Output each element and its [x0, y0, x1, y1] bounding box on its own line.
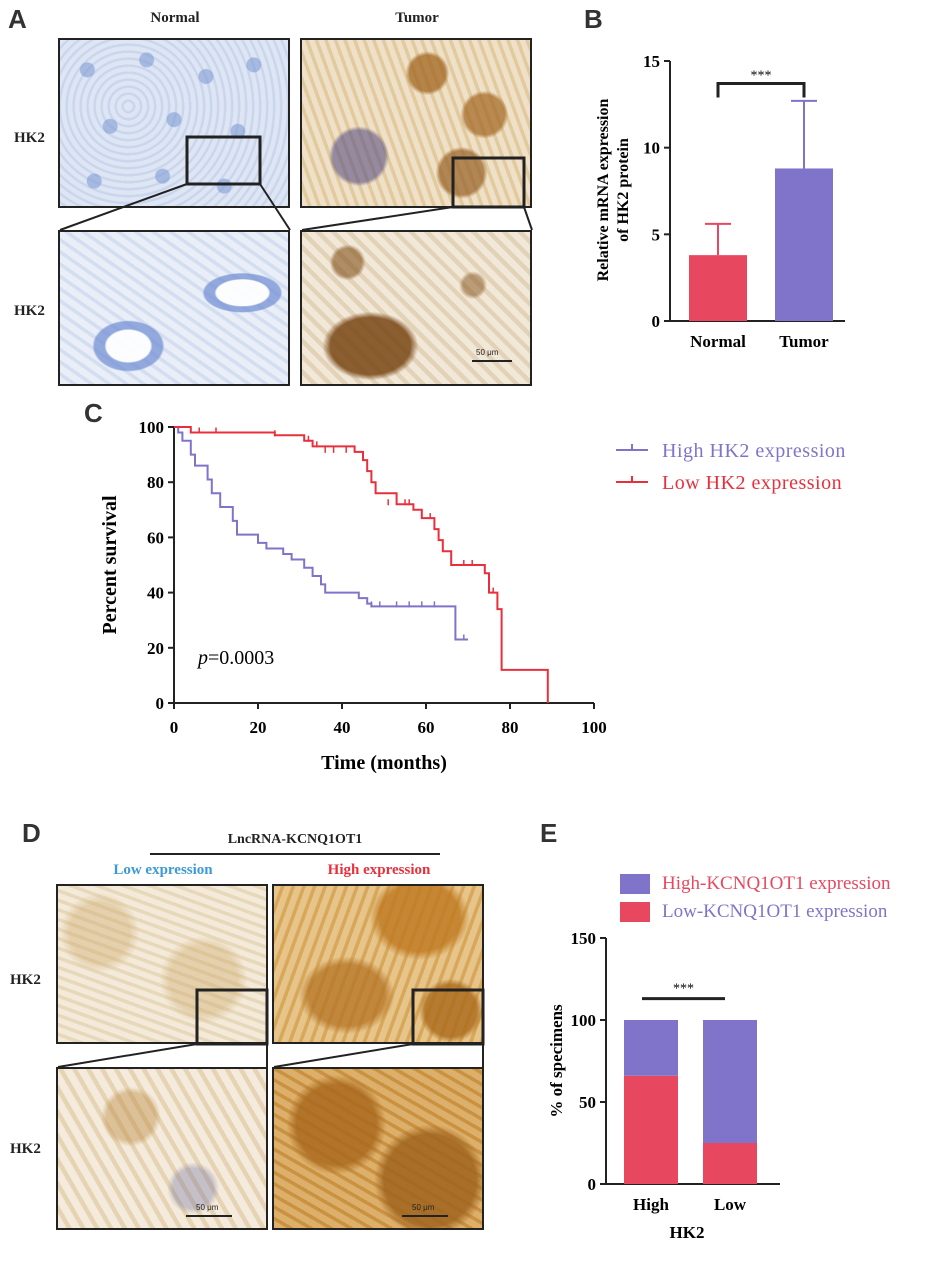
- x-tick-label: 40: [334, 718, 351, 737]
- x-tick-label: 60: [418, 718, 435, 737]
- low-zoom-line-left: [57, 1043, 198, 1068]
- y-tick-label: 5: [652, 225, 661, 244]
- x-axis-label: Time (months): [321, 752, 447, 774]
- high-zoom-box: [411, 988, 485, 1046]
- tumor-zoom-box: [451, 156, 526, 209]
- panel-d-zoom-overlay: [57, 988, 485, 1068]
- tumor-zoom-line-right: [523, 206, 533, 231]
- x-tick-label: 0: [170, 718, 179, 737]
- y-tick-label: 20: [147, 639, 164, 658]
- panel-a-letter: A: [8, 4, 27, 34]
- legend-label: High-KCNQ1OT1 expression: [662, 873, 891, 894]
- scale-bar: [402, 1215, 448, 1217]
- panel-d-high-header: High expression: [327, 862, 431, 878]
- y-tick-label: 100: [571, 1011, 597, 1030]
- panel-d-low-header: Low expression: [113, 862, 213, 878]
- panel-e-letter: E: [540, 818, 558, 848]
- x-tick-label: 80: [502, 718, 519, 737]
- bar-tumor: [775, 168, 833, 321]
- x-tick-label: High: [633, 1195, 669, 1214]
- bar-segment-high-low-kcnq1ot1: [624, 1020, 678, 1076]
- y-tick-label: 10: [643, 139, 660, 158]
- survival-curve-high: [174, 426, 468, 641]
- scale-bar-label: 50 μm: [196, 1203, 219, 1212]
- x-tick-label: Tumor: [779, 332, 829, 351]
- panel-c-letter: C: [84, 398, 103, 428]
- y-tick-label: 0: [156, 694, 165, 713]
- panel-a-row2-label: HK2: [14, 303, 45, 319]
- legend-swatch: [620, 874, 650, 894]
- low-expression-overview-micrograph: [56, 884, 268, 1044]
- panel-d-row2-label: HK2: [10, 1141, 41, 1157]
- normal-zoom-box: [185, 135, 262, 186]
- low-zoom-box: [195, 988, 269, 1046]
- high-expression-zoom-micrograph: 50 μm: [272, 1067, 484, 1230]
- legend-label: High HK2 expression: [662, 440, 846, 462]
- panel-a-zoom-overlay: [59, 135, 533, 231]
- panel-d-group-title: LncRNA-KCNQ1OT1: [227, 832, 363, 847]
- chart-b: 0 5 10 15 Normal Tumor *** Relative mRNA expres…: [595, 52, 845, 351]
- legend-swatch: [620, 902, 650, 922]
- normal-overview-micrograph: [58, 38, 290, 208]
- survival-curve-low: [174, 426, 549, 703]
- chart-e: High-KCNQ1OT1 expression Low-KCNQ1OT1 exp…: [547, 873, 891, 1242]
- high-zoom-line-left: [273, 1043, 414, 1068]
- x-tick-label: 20: [250, 718, 267, 737]
- y-tick-label: 100: [139, 418, 165, 437]
- high-expression-overview-micrograph: [272, 884, 484, 1044]
- panel-d-row1-label: HK2: [10, 972, 41, 988]
- y-tick-label: 80: [147, 473, 164, 492]
- y-axis-label: % of specimens: [547, 1004, 566, 1118]
- scale-bar-label: 50 μm: [412, 1203, 435, 1212]
- bar-segment-low-high-kcnq1ot1: [703, 1143, 757, 1184]
- low-expression-zoom-micrograph: 50 μm: [56, 1067, 268, 1230]
- tumor-zoom-micrograph: 50 μm: [300, 230, 532, 386]
- y-tick-label: 0: [588, 1175, 597, 1194]
- panel-d-letter: D: [22, 818, 41, 848]
- p-value-annotation: p=0.0003: [196, 647, 274, 669]
- panel-d-group-line: [150, 853, 440, 855]
- panel-a-row1-label: HK2: [14, 130, 45, 146]
- y-tick-label: 40: [147, 584, 164, 603]
- y-tick-label: 0: [652, 312, 661, 331]
- scale-bar: [472, 360, 512, 362]
- y-tick-label: 150: [571, 929, 597, 948]
- panel-a-normal-header: Normal: [150, 10, 200, 26]
- tumor-overview-micrograph: [300, 38, 532, 208]
- significance-label: ***: [751, 69, 772, 84]
- legend-label: Low-KCNQ1OT1 expression: [662, 901, 888, 922]
- x-tick-label: Low: [714, 1195, 747, 1214]
- y-tick-label: 50: [579, 1093, 596, 1112]
- significance-label: ***: [673, 982, 694, 997]
- panel-a-tumor-header: Tumor: [395, 10, 439, 26]
- x-tick-label: Normal: [690, 332, 746, 351]
- tumor-zoom-line-left: [301, 206, 454, 231]
- scale-bar: [186, 1215, 232, 1217]
- normal-zoom-line-left: [59, 183, 188, 231]
- bar-segment-low-low-kcnq1ot1: [703, 1020, 757, 1143]
- y-axis-label: Percent survival: [99, 495, 121, 634]
- y-tick-label: 60: [147, 528, 164, 547]
- x-axis-label: HK2: [670, 1223, 705, 1242]
- panel-b-letter: B: [584, 4, 603, 34]
- y-axis-label: Relative mRNA expression of HK2 protein: [595, 99, 632, 282]
- bar-segment-high-high-kcnq1ot1: [624, 1075, 678, 1184]
- significance-bracket: [716, 82, 806, 98]
- y-tick-label: 15: [643, 52, 660, 71]
- x-tick-label: 100: [581, 718, 607, 737]
- bar-normal: [689, 255, 747, 321]
- legend-label: Low HK2 expression: [662, 472, 842, 494]
- normal-zoom-line-right: [259, 183, 291, 231]
- chart-c: 0 20 40 60 80 100 0 20 40 60 80 100 Time (months) Per…: [99, 418, 607, 774]
- chart-c-legend: High HK2 expression Low HK2 expression: [616, 440, 846, 494]
- scale-bar-label: 50 μm: [476, 348, 499, 357]
- normal-zoom-micrograph: [58, 230, 290, 386]
